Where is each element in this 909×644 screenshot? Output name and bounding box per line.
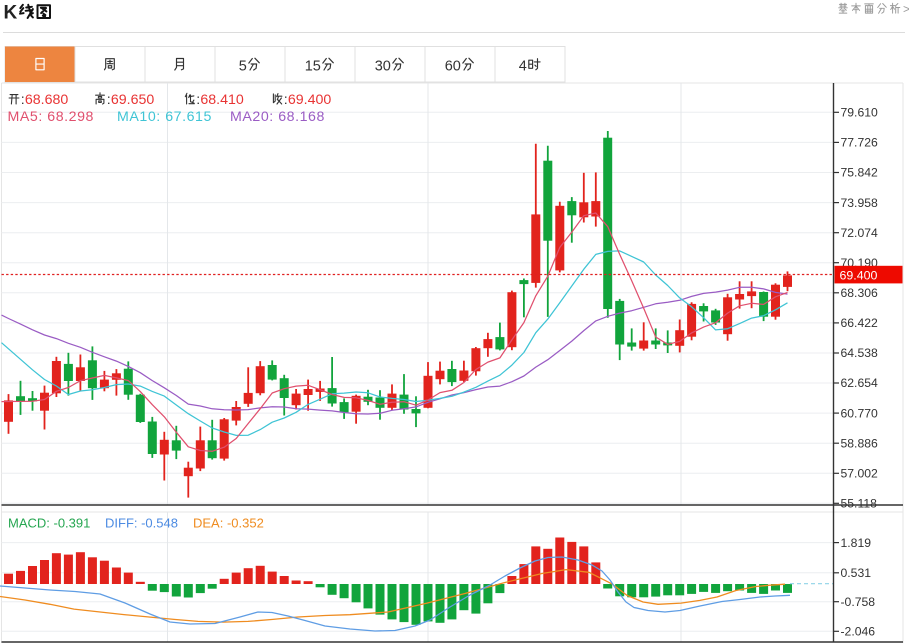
svg-text:64.538: 64.538: [841, 346, 878, 360]
svg-text::: :: [284, 92, 288, 108]
svg-text:MA20: 68.168: MA20: 68.168: [230, 109, 325, 125]
svg-text:MA10: 67.615: MA10: 67.615: [117, 109, 212, 125]
svg-text:69.650: 69.650: [111, 92, 155, 108]
svg-text:77.726: 77.726: [841, 136, 878, 150]
svg-text:MACD: -0.391: MACD: -0.391: [8, 516, 90, 531]
svg-text:60.770: 60.770: [841, 406, 878, 420]
svg-text:DIFF: -0.548: DIFF: -0.548: [105, 516, 178, 531]
svg-text:68.680: 68.680: [25, 92, 69, 108]
svg-text:73.958: 73.958: [841, 196, 878, 210]
svg-text:68.410: 68.410: [200, 92, 244, 108]
svg-text:K: K: [4, 3, 18, 24]
svg-text:4: 4: [519, 59, 527, 75]
svg-text:>: >: [903, 2, 909, 16]
svg-text:79.610: 79.610: [841, 106, 878, 120]
svg-text:66.422: 66.422: [841, 316, 878, 330]
svg-text:15: 15: [305, 59, 321, 75]
svg-text:68.306: 68.306: [841, 286, 878, 300]
svg-text::: :: [107, 92, 111, 108]
svg-text:62.654: 62.654: [841, 376, 878, 390]
svg-text:69.400: 69.400: [288, 92, 332, 108]
svg-text:0.531: 0.531: [841, 566, 872, 580]
svg-text:1.819: 1.819: [841, 536, 872, 550]
svg-text::: :: [21, 92, 25, 108]
svg-text::: :: [196, 92, 200, 108]
svg-text:69.400: 69.400: [840, 268, 878, 282]
svg-text:30: 30: [375, 59, 391, 75]
svg-text:75.842: 75.842: [841, 166, 878, 180]
svg-text:-0.758: -0.758: [841, 595, 876, 609]
svg-text:55.118: 55.118: [841, 497, 878, 511]
svg-text:5: 5: [239, 59, 247, 75]
svg-text:57.002: 57.002: [841, 467, 878, 481]
svg-text:DEA: -0.352: DEA: -0.352: [193, 516, 264, 531]
svg-text:58.886: 58.886: [841, 436, 878, 450]
svg-text:60: 60: [445, 59, 461, 75]
svg-text:MA5: 68.298: MA5: 68.298: [8, 109, 95, 125]
svg-text:-2.046: -2.046: [841, 625, 876, 639]
svg-text:72.074: 72.074: [841, 226, 878, 240]
